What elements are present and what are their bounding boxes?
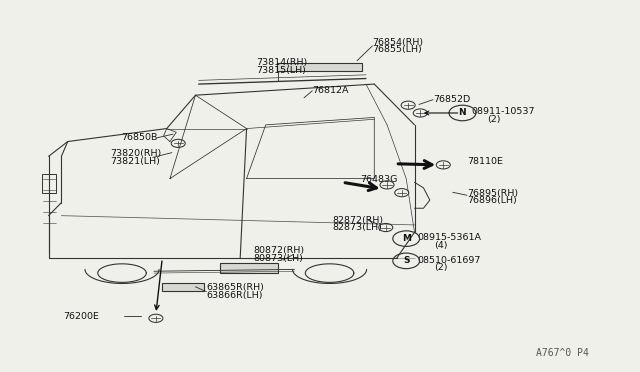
Text: 76895(RH): 76895(RH) <box>467 189 518 198</box>
Text: 08911-10537: 08911-10537 <box>471 108 535 116</box>
Text: M: M <box>402 234 411 243</box>
FancyBboxPatch shape <box>277 63 362 71</box>
Text: 08915-5361A: 08915-5361A <box>418 233 482 243</box>
Text: 76200E: 76200E <box>63 312 99 321</box>
Text: 82873(LH): 82873(LH) <box>333 223 383 232</box>
Text: 76812A: 76812A <box>312 86 349 95</box>
Text: (2): (2) <box>487 115 501 124</box>
Text: 08510-61697: 08510-61697 <box>418 256 481 264</box>
Text: (2): (2) <box>434 263 447 272</box>
Text: 76850B: 76850B <box>121 132 157 142</box>
Text: 78110E: 78110E <box>467 157 503 166</box>
Text: 76854(RH): 76854(RH) <box>372 38 424 47</box>
Text: S: S <box>403 256 410 265</box>
Text: 80872(RH): 80872(RH) <box>253 246 304 255</box>
Text: 73820(RH): 73820(RH) <box>111 149 162 158</box>
Text: 73814(RH): 73814(RH) <box>256 58 307 67</box>
Text: 82872(RH): 82872(RH) <box>333 216 384 225</box>
Text: (4): (4) <box>434 241 447 250</box>
Text: 73821(LH): 73821(LH) <box>111 157 161 166</box>
Text: A767^0 P4: A767^0 P4 <box>536 348 589 358</box>
Text: 63866R(LH): 63866R(LH) <box>206 291 263 300</box>
FancyBboxPatch shape <box>220 263 278 273</box>
Text: 80873(LH): 80873(LH) <box>253 254 303 263</box>
Text: 76483G: 76483G <box>360 175 397 184</box>
Text: 73815(LH): 73815(LH) <box>256 66 306 75</box>
Text: N: N <box>459 109 466 118</box>
Text: 63865R(RH): 63865R(RH) <box>206 283 264 292</box>
FancyBboxPatch shape <box>163 283 204 291</box>
Text: 76852D: 76852D <box>433 95 470 104</box>
Text: 76896(LH): 76896(LH) <box>467 196 516 205</box>
Text: 76855(LH): 76855(LH) <box>372 45 422 54</box>
